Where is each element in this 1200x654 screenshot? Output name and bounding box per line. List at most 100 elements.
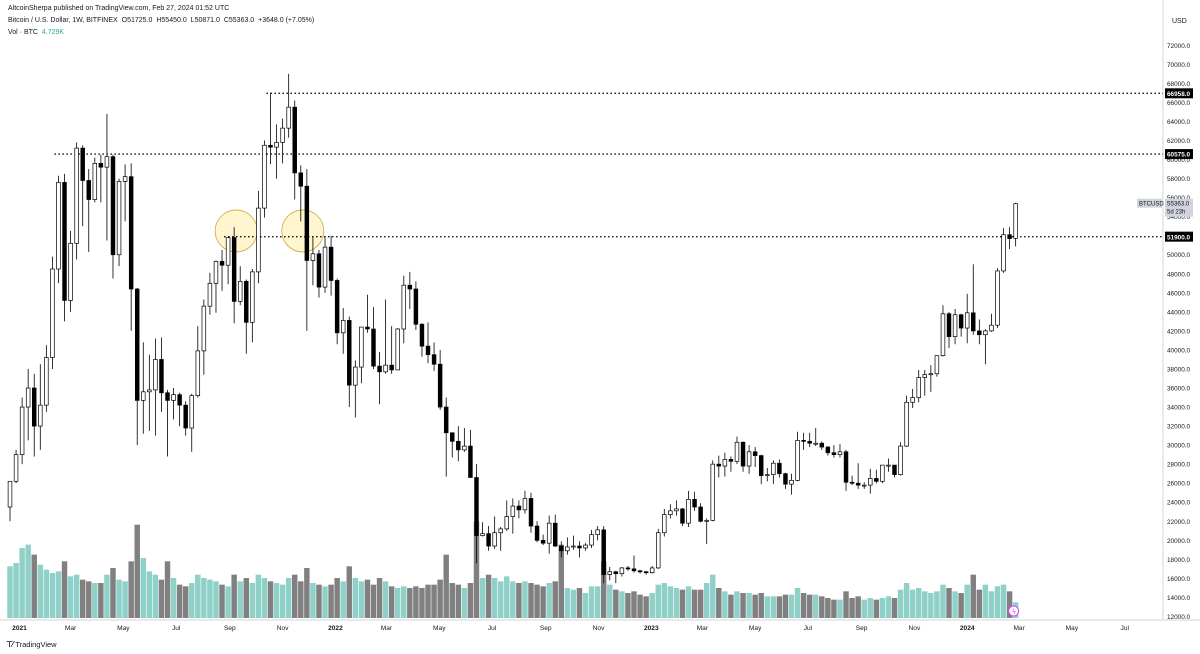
volume-bar — [800, 593, 807, 618]
volume-bar — [231, 574, 237, 618]
symbol-name[interactable]: Bitcoin / U.S. Dollar, 1W, BITFINEX — [8, 17, 118, 24]
volume-bar — [631, 591, 637, 618]
candle-down — [740, 441, 746, 467]
candle-up — [837, 451, 843, 456]
candle-up — [201, 305, 207, 352]
volume-bar — [407, 588, 413, 618]
volume-label[interactable]: Vol · BTC — [8, 29, 38, 36]
volume-bar — [116, 579, 122, 618]
candle-down — [534, 525, 540, 541]
volume-bar — [649, 593, 655, 618]
volume-bar — [243, 578, 249, 618]
time-tick-label: Sep — [856, 625, 868, 632]
candle-up — [940, 313, 946, 356]
time-tick-label: 2024 — [960, 625, 975, 632]
volume-bar — [431, 584, 437, 618]
tradingview-logo-icon[interactable]: ⊤⁄ — [6, 640, 13, 649]
candle-down — [456, 440, 461, 451]
volume-bar — [298, 581, 304, 618]
volume-bar — [588, 586, 595, 618]
level-label: 66958.0 — [1167, 91, 1191, 98]
volume-bar — [758, 593, 764, 618]
candle-down — [183, 404, 188, 429]
volume-bar — [346, 566, 352, 618]
volume-bar — [419, 588, 425, 618]
volume-bar — [455, 584, 462, 618]
candle-up — [995, 270, 1000, 326]
volume-bar — [182, 586, 189, 618]
volume-bar — [1006, 591, 1013, 618]
candle-up — [207, 282, 213, 307]
candle-up — [789, 480, 794, 485]
volume-bar — [79, 579, 86, 618]
price-tick-label: 20000.0 — [1167, 538, 1191, 545]
candle-up — [286, 106, 291, 129]
volume-bar — [764, 596, 771, 618]
time-tick-label: Jul — [488, 625, 497, 632]
footer-brand[interactable]: TradingView — [15, 640, 57, 649]
volume-legend: Vol · BTC 4.729K — [8, 28, 66, 37]
volume-bar — [976, 589, 983, 618]
highlight-circle — [281, 209, 325, 253]
volume-bar — [195, 574, 201, 618]
volume-bar — [443, 554, 449, 618]
volume-bar — [504, 576, 510, 618]
candle-up — [922, 374, 928, 378]
volume-bar — [776, 596, 783, 618]
candle-down — [371, 328, 376, 367]
volume-bar — [37, 564, 44, 618]
volume-bar — [964, 584, 970, 618]
volume-bar — [691, 589, 698, 618]
price-tick-label: 30000.0 — [1167, 443, 1191, 450]
price-tick-label: 40000.0 — [1167, 347, 1191, 354]
level-label-bg — [1165, 88, 1193, 99]
candle-down — [177, 394, 182, 406]
lightning-icon — [1008, 605, 1020, 617]
volume-bar — [546, 583, 552, 618]
volume-bar — [316, 584, 322, 618]
price-tick-label: 38000.0 — [1167, 366, 1191, 373]
volume-bar — [273, 583, 280, 618]
volume-bar — [673, 588, 680, 618]
candle-up — [522, 498, 528, 511]
price-tick-label: 54000.0 — [1167, 214, 1191, 221]
level-label-bg — [1165, 149, 1193, 160]
time-tick-label: Mar — [381, 625, 393, 632]
candle-up — [607, 571, 612, 575]
volume-bar — [364, 579, 371, 618]
candle-up — [195, 350, 201, 396]
ohlc-change: +3648.0 (+7.05%) — [258, 17, 315, 24]
volume-bar — [7, 566, 13, 618]
candle-down — [819, 442, 825, 448]
candle-up — [571, 545, 576, 548]
candle-up — [910, 397, 915, 403]
candle-down — [516, 505, 522, 511]
volume-bar — [461, 588, 468, 618]
candle-up — [595, 529, 600, 535]
volume-bar — [582, 593, 589, 618]
volume-bar — [534, 584, 540, 618]
volume-bar — [334, 578, 340, 618]
volume-value: 4.729K — [41, 29, 65, 36]
time-tick-label: Nov — [909, 625, 921, 632]
candle-down — [728, 459, 734, 462]
volume-bar — [292, 574, 298, 618]
candle-up — [147, 389, 152, 393]
candle-up — [710, 463, 715, 521]
candle-up — [213, 261, 219, 284]
candle-up — [92, 163, 98, 200]
volume-bar — [158, 579, 165, 618]
candle-up — [668, 510, 673, 515]
time-tick-label: May — [749, 625, 762, 632]
candle-up — [771, 462, 776, 475]
level-label: 60575.0 — [1167, 152, 1191, 159]
candle-up — [734, 441, 740, 462]
price-tick-label: 24000.0 — [1167, 500, 1191, 507]
candle-down — [292, 106, 297, 174]
volume-bar — [831, 599, 837, 618]
candle-down — [752, 451, 758, 456]
volume-bar — [734, 591, 740, 618]
volume-bar — [576, 588, 583, 618]
